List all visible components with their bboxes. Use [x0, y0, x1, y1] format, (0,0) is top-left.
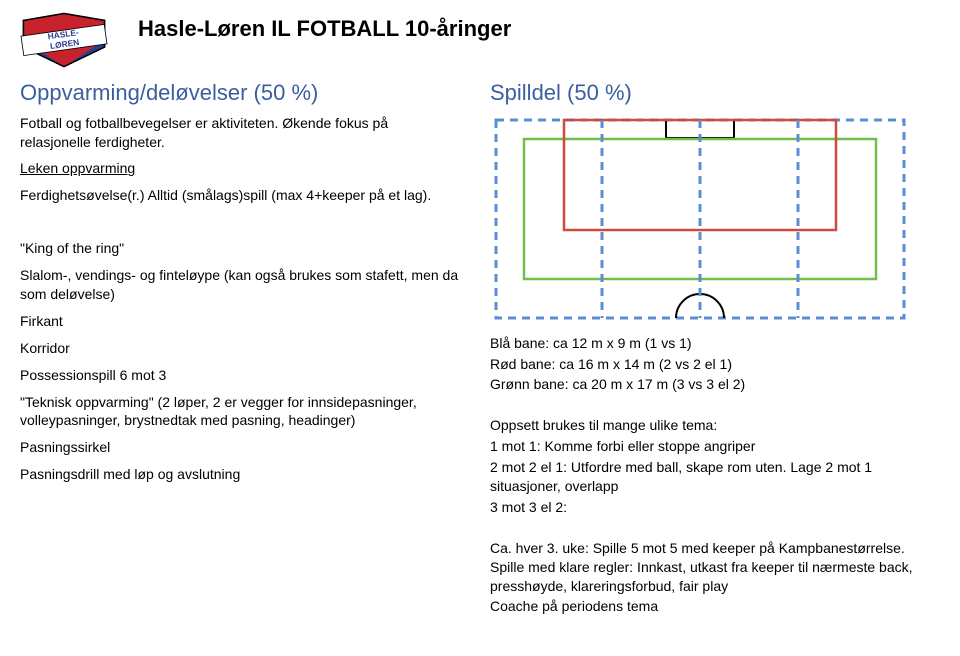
- king-body: Slalom-, vendings- og finteløype (kan og…: [20, 266, 460, 304]
- ca-uke: Ca. hver 3. uke: Spille 5 mot 5 med keep…: [490, 539, 920, 596]
- teknisk: "Teknisk oppvarming" (2 løper, 2 er vegg…: [20, 393, 460, 431]
- bane-red: Rød bane: ca 16 m x 14 m (2 vs 2 el 1): [490, 355, 920, 374]
- club-logo: HASLE- LØREN: [20, 12, 108, 68]
- oppsett3: 2 mot 2 el 1: Utfordre med ball, skape r…: [490, 458, 920, 496]
- bane-blue: Blå bane: ca 12 m x 9 m (1 vs 1): [490, 334, 920, 353]
- field-diagram: [490, 114, 910, 324]
- korridor: Korridor: [20, 339, 460, 358]
- leken-link[interactable]: Leken oppvarming: [20, 160, 135, 176]
- king-title: "King of the ring": [20, 239, 460, 258]
- right-column: Spilldel (50 %) Blå bane: ca 12 m x 9 m …: [490, 78, 920, 618]
- oppsett4: 3 mot 3 el 2:: [490, 498, 920, 517]
- firkant: Firkant: [20, 312, 460, 331]
- bane-green: Grønn bane: ca 20 m x 17 m (3 vs 3 el 2): [490, 375, 920, 394]
- content-columns: Oppvarming/deløvelser (50 %) Fotball og …: [0, 74, 960, 628]
- page-title: Hasle-Løren IL FOTBALL 10-åringer: [138, 16, 511, 42]
- pasningsdrill: Pasningsdrill med løp og avslutning: [20, 465, 460, 484]
- coach: Coache på periodens tema: [490, 597, 920, 616]
- left-p3: Ferdighetsøvelse(r.) Alltid (smålags)spi…: [20, 186, 460, 205]
- possession: Possessionspill 6 mot 3: [20, 366, 460, 385]
- left-column: Oppvarming/deløvelser (50 %) Fotball og …: [20, 78, 460, 618]
- right-heading: Spilldel (50 %): [490, 78, 920, 108]
- header: HASLE- LØREN Hasle-Løren IL FOTBALL 10-å…: [0, 0, 960, 74]
- left-p2: Leken oppvarming: [20, 159, 460, 178]
- left-p1: Fotball og fotballbevegelser er aktivite…: [20, 114, 460, 152]
- pasningssirkel: Pasningssirkel: [20, 438, 460, 457]
- oppsett2: 1 mot 1: Komme forbi eller stoppe angrip…: [490, 437, 920, 456]
- oppsett1: Oppsett brukes til mange ulike tema:: [490, 416, 920, 435]
- left-heading: Oppvarming/deløvelser (50 %): [20, 78, 460, 108]
